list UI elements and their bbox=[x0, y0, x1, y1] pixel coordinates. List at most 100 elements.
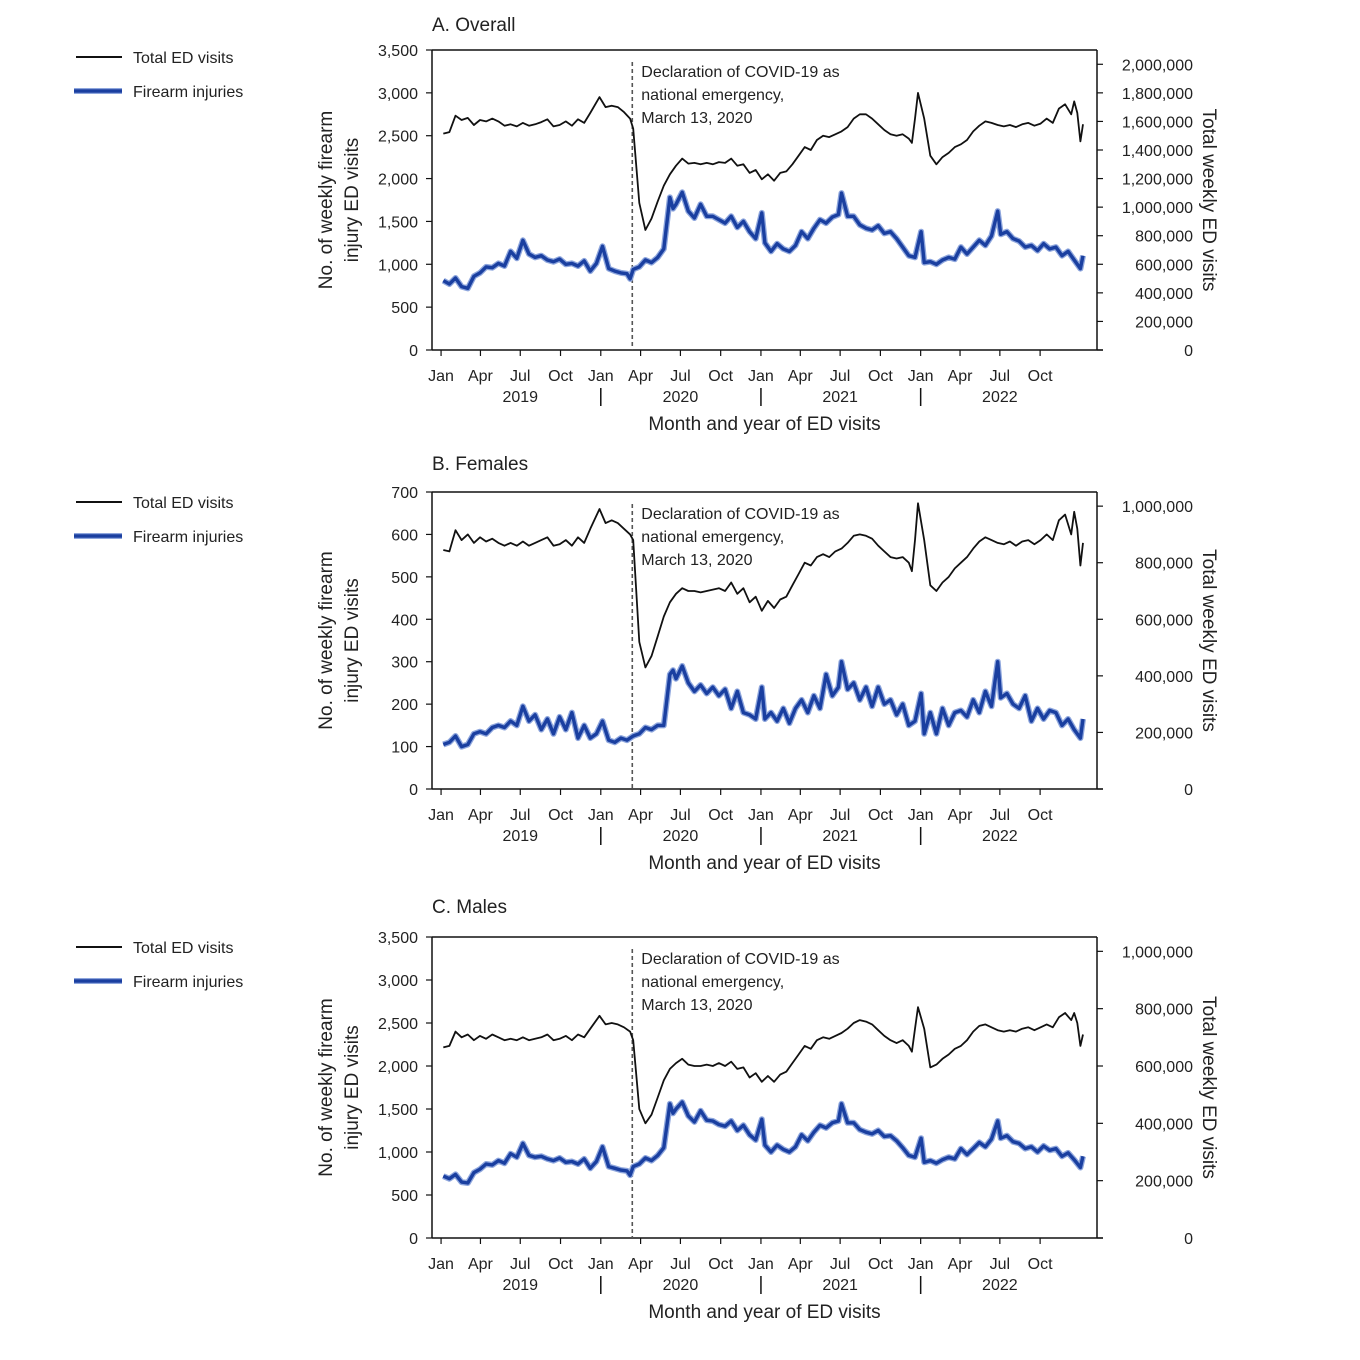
x-year-label: 2022 bbox=[982, 389, 1018, 406]
y-left-tick-label: 500 bbox=[391, 570, 418, 587]
y-right-axis-title: Total weekly ED visits bbox=[1198, 996, 1219, 1179]
x-year-label: 2022 bbox=[982, 828, 1018, 845]
x-tick-label: Jul bbox=[830, 807, 850, 824]
y-left-tick-label: 500 bbox=[391, 300, 418, 317]
y-right-tick-label: 800,000 bbox=[1135, 1002, 1193, 1019]
x-year-label: 2020 bbox=[663, 389, 699, 406]
x-tick-label: Jan bbox=[428, 368, 454, 385]
y-right-tick-label: 0 bbox=[1184, 1231, 1193, 1248]
y-left-tick-label: 600 bbox=[391, 527, 418, 544]
y-left-tick-label: 3,000 bbox=[378, 86, 418, 103]
annotation-text: national emergency, bbox=[641, 87, 784, 104]
legend-label-firearm: Firearm injuries bbox=[133, 974, 243, 991]
annotation-text: March 13, 2020 bbox=[641, 997, 752, 1014]
x-year-label: 2021 bbox=[822, 389, 858, 406]
y-right-tick-label: 1,400,000 bbox=[1122, 143, 1193, 160]
x-tick-label: Oct bbox=[1028, 368, 1053, 385]
y-left-tick-label: 100 bbox=[391, 740, 418, 757]
y-left-tick-label: 3,500 bbox=[378, 930, 418, 947]
series-line-total bbox=[443, 1006, 1084, 1125]
x-year-label: 2022 bbox=[982, 1277, 1018, 1294]
x-tick-label: Apr bbox=[948, 807, 974, 824]
y-left-axis-title: No. of weekly firearm bbox=[316, 111, 337, 289]
x-tick-label: Apr bbox=[628, 1256, 654, 1273]
x-tick-label: Apr bbox=[628, 807, 654, 824]
x-tick-label: Jul bbox=[830, 1256, 850, 1273]
x-tick-label: Apr bbox=[468, 807, 494, 824]
y-left-tick-label: 200 bbox=[391, 697, 418, 714]
chart-panel-2: B. Females Total ED visits Firearm injurie… bbox=[74, 454, 1219, 874]
x-tick-label: Jan bbox=[908, 1256, 934, 1273]
y-right-axis-title: Total weekly ED visits bbox=[1198, 109, 1219, 292]
y-right-tick-label: 400,000 bbox=[1135, 1116, 1193, 1133]
y-right-tick-label: 400,000 bbox=[1135, 286, 1193, 303]
x-tick-label: Oct bbox=[708, 1256, 733, 1273]
panel-title: C. Males bbox=[432, 897, 507, 918]
x-tick-label: Oct bbox=[548, 368, 573, 385]
y-left-axis-title: injury ED visits bbox=[342, 138, 363, 263]
x-tick-label: Jan bbox=[588, 1256, 614, 1273]
y-left-axis-title: injury ED visits bbox=[342, 578, 363, 703]
x-tick-label: Oct bbox=[708, 368, 733, 385]
y-left-axis-title: injury ED visits bbox=[342, 1025, 363, 1150]
y-right-tick-label: 1,000,000 bbox=[1122, 499, 1193, 516]
x-tick-label: Apr bbox=[468, 368, 494, 385]
y-right-tick-label: 200,000 bbox=[1135, 725, 1193, 742]
y-right-tick-label: 600,000 bbox=[1135, 257, 1193, 274]
x-tick-label: Jan bbox=[908, 807, 934, 824]
y-right-tick-label: 200,000 bbox=[1135, 1174, 1193, 1191]
annotation-text: national emergency, bbox=[641, 974, 784, 991]
x-tick-label: Jul bbox=[510, 807, 530, 824]
x-year-label: 2019 bbox=[502, 1277, 538, 1294]
annotation-text: national emergency, bbox=[641, 529, 784, 546]
y-left-tick-label: 0 bbox=[409, 1231, 418, 1248]
x-tick-label: Jul bbox=[990, 1256, 1010, 1273]
x-tick-label: Jan bbox=[748, 807, 774, 824]
y-left-tick-label: 2,500 bbox=[378, 1016, 418, 1033]
y-right-tick-label: 600,000 bbox=[1135, 1059, 1193, 1076]
annotation-text: March 13, 2020 bbox=[641, 110, 752, 127]
x-tick-label: Jul bbox=[670, 1256, 690, 1273]
y-left-tick-label: 2,000 bbox=[378, 172, 418, 189]
x-tick-label: Apr bbox=[788, 807, 814, 824]
annotation-text: Declaration of COVID-19 as bbox=[641, 64, 839, 81]
y-left-tick-label: 1,500 bbox=[378, 1102, 418, 1119]
annotation-text: March 13, 2020 bbox=[641, 552, 752, 569]
y-left-tick-label: 2,500 bbox=[378, 129, 418, 146]
y-right-tick-label: 1,600,000 bbox=[1122, 114, 1193, 131]
legend-label-firearm: Firearm injuries bbox=[133, 529, 243, 546]
legend: Total ED visits Firearm injuries bbox=[74, 940, 243, 991]
x-tick-label: Oct bbox=[868, 807, 893, 824]
y-right-tick-label: 0 bbox=[1184, 782, 1193, 799]
y-left-tick-label: 1,000 bbox=[378, 257, 418, 274]
x-tick-label: Jul bbox=[990, 807, 1010, 824]
y-right-tick-label: 800,000 bbox=[1135, 229, 1193, 246]
x-tick-label: Apr bbox=[788, 1256, 814, 1273]
legend: Total ED visits Firearm injuries bbox=[74, 50, 243, 101]
x-axis-title: Month and year of ED visits bbox=[648, 853, 880, 874]
x-tick-label: Oct bbox=[868, 1256, 893, 1273]
series-line-firearm bbox=[442, 660, 1085, 749]
x-year-label: 2021 bbox=[822, 828, 858, 845]
y-left-tick-label: 400 bbox=[391, 612, 418, 629]
x-tick-label: Apr bbox=[788, 368, 814, 385]
x-tick-label: Jul bbox=[670, 807, 690, 824]
legend-label-firearm: Firearm injuries bbox=[133, 84, 243, 101]
x-year-label: 2021 bbox=[822, 1277, 858, 1294]
annotation-text: Declaration of COVID-19 as bbox=[641, 506, 839, 523]
y-left-axis-title: No. of weekly firearm bbox=[316, 998, 337, 1176]
y-left-tick-label: 700 bbox=[391, 485, 418, 502]
x-tick-label: Jan bbox=[588, 368, 614, 385]
y-right-tick-label: 1,200,000 bbox=[1122, 172, 1193, 189]
x-tick-label: Oct bbox=[548, 1256, 573, 1273]
y-left-tick-label: 3,500 bbox=[378, 43, 418, 60]
y-right-tick-label: 1,800,000 bbox=[1122, 86, 1193, 103]
x-tick-label: Jan bbox=[428, 1256, 454, 1273]
legend: Total ED visits Firearm injuries bbox=[74, 495, 243, 546]
y-right-axis-title: Total weekly ED visits bbox=[1198, 549, 1219, 732]
series-line-firearm bbox=[442, 1100, 1085, 1185]
y-left-tick-label: 500 bbox=[391, 1188, 418, 1205]
x-tick-label: Apr bbox=[468, 1256, 494, 1273]
y-left-tick-label: 1,000 bbox=[378, 1145, 418, 1162]
